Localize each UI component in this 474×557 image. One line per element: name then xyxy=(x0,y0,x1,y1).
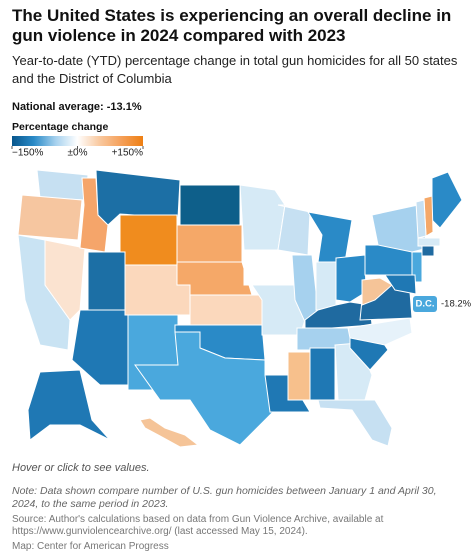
legend-scale xyxy=(12,136,143,146)
title: The United States is experiencing an ove… xyxy=(12,6,452,45)
state xyxy=(335,254,367,303)
state xyxy=(71,309,129,386)
dc-box xyxy=(413,296,437,312)
state xyxy=(384,274,417,295)
state xyxy=(189,294,263,326)
dc-label: D.C. xyxy=(416,299,435,310)
legend-title: Percentage change xyxy=(12,121,108,133)
source: Source: Author's calculations based on d… xyxy=(12,514,384,537)
state xyxy=(243,249,293,286)
state xyxy=(176,224,243,263)
state xyxy=(36,169,89,201)
legend-tick-label: −150% xyxy=(12,148,44,159)
dc-callout: D.C. -18.2% xyxy=(413,296,472,312)
dc-value-label: -18.2% xyxy=(441,299,472,310)
state xyxy=(347,317,413,346)
state xyxy=(431,171,463,229)
map: Percentage change −150% ±0% +150% D.C. -18.2… xyxy=(11,121,472,448)
state xyxy=(95,169,181,226)
state xyxy=(315,261,337,311)
state xyxy=(139,417,200,448)
subtitle: Year-to-date (YTD) percentage change in … xyxy=(12,53,458,86)
state xyxy=(317,399,393,447)
national-average: National average: -13.1% xyxy=(12,101,142,113)
note: Note: Data shown compare number of U.S. … xyxy=(12,485,437,510)
state xyxy=(415,199,427,239)
state xyxy=(44,239,86,321)
state xyxy=(179,184,241,226)
state xyxy=(27,369,111,441)
state xyxy=(119,214,178,266)
state xyxy=(239,184,286,251)
state xyxy=(277,204,311,256)
state xyxy=(371,204,429,253)
state xyxy=(287,351,311,401)
legend-tick-label: +150% xyxy=(112,148,144,159)
state xyxy=(421,245,435,257)
state xyxy=(417,237,441,247)
state xyxy=(361,277,393,306)
state xyxy=(17,194,83,241)
hint: Hover or click to see values. xyxy=(12,462,150,474)
legend-tick-label: ±0% xyxy=(68,148,88,159)
credit: Map: Center for American Progress xyxy=(12,541,169,552)
state xyxy=(309,347,336,401)
state xyxy=(306,211,353,263)
state xyxy=(87,251,126,311)
state xyxy=(134,331,281,446)
